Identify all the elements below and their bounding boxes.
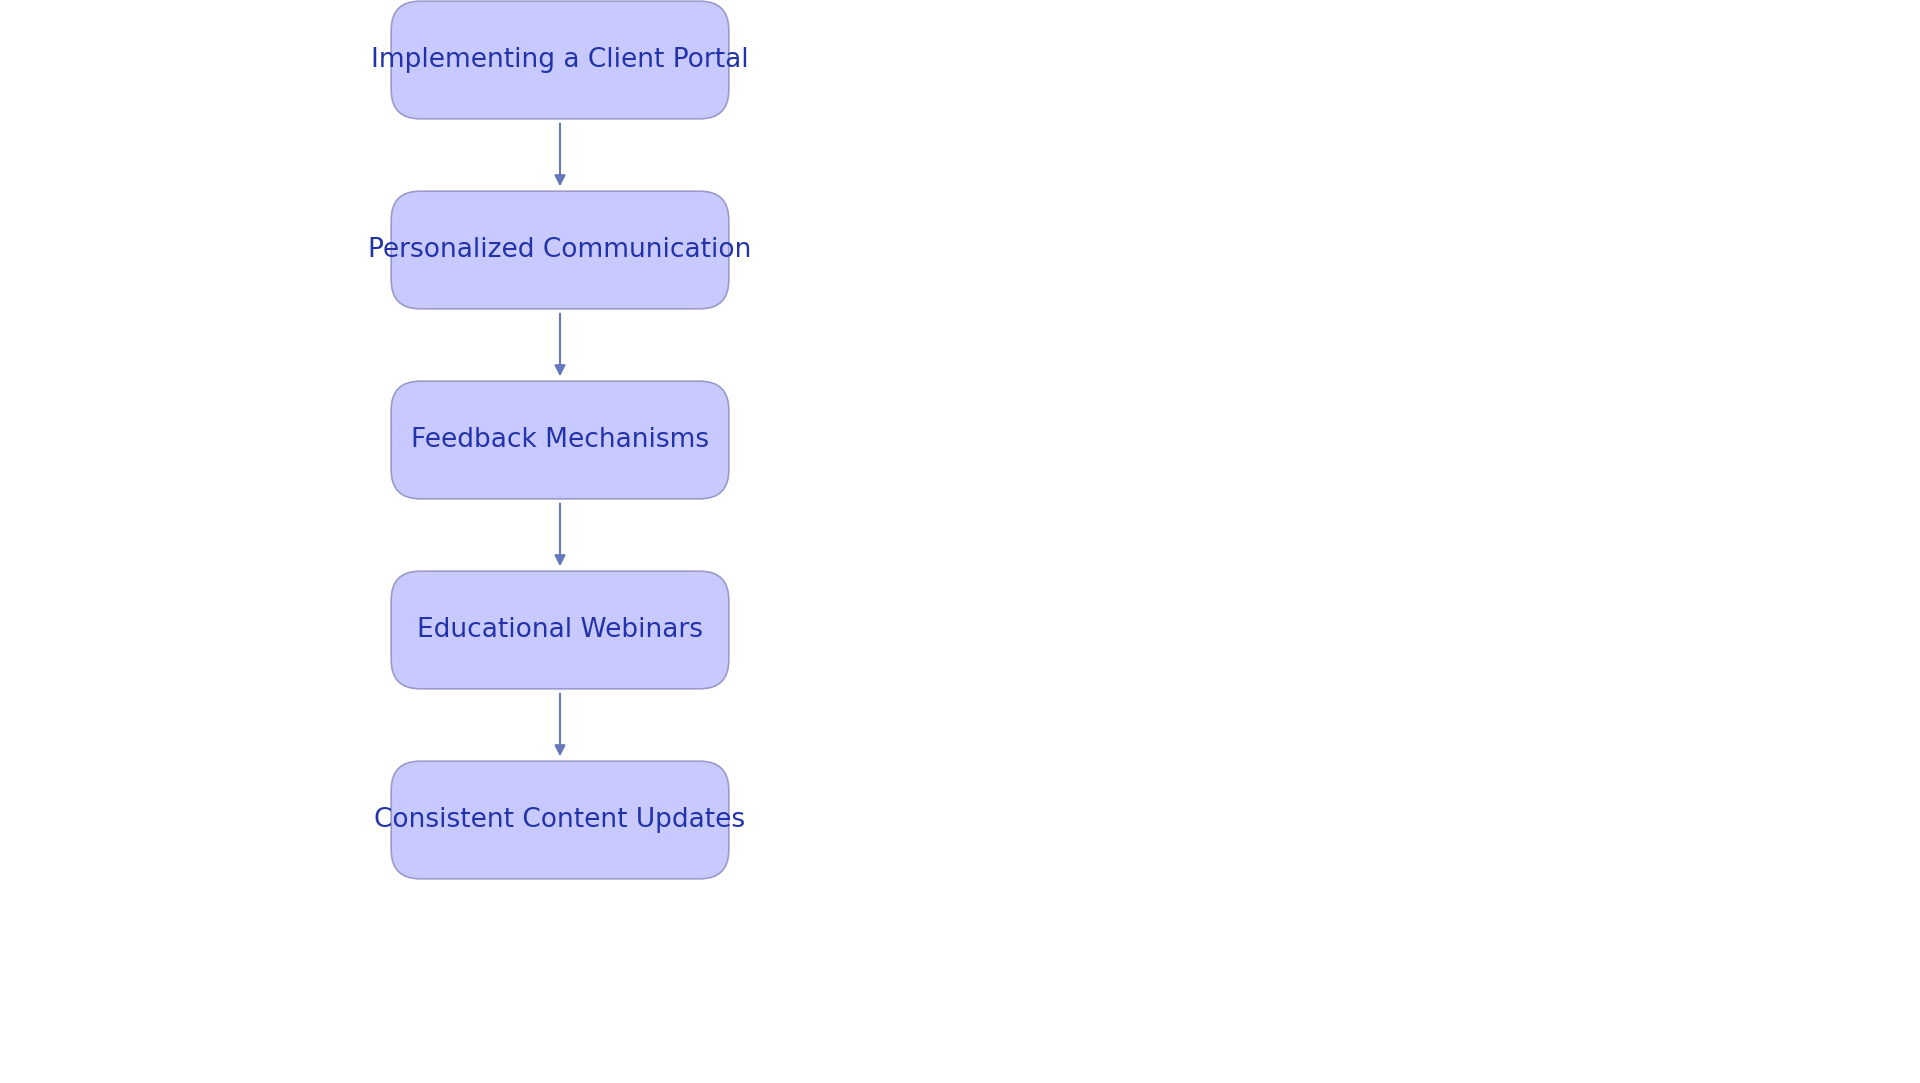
FancyBboxPatch shape bbox=[392, 381, 730, 499]
FancyBboxPatch shape bbox=[392, 1, 730, 119]
Text: Educational Webinars: Educational Webinars bbox=[417, 617, 703, 643]
FancyBboxPatch shape bbox=[392, 192, 730, 309]
FancyBboxPatch shape bbox=[392, 571, 730, 689]
Text: Consistent Content Updates: Consistent Content Updates bbox=[374, 807, 745, 833]
Text: Implementing a Client Portal: Implementing a Client Portal bbox=[371, 47, 749, 73]
Text: Personalized Communication: Personalized Communication bbox=[369, 237, 753, 263]
FancyBboxPatch shape bbox=[392, 761, 730, 878]
Text: Feedback Mechanisms: Feedback Mechanisms bbox=[411, 427, 708, 453]
